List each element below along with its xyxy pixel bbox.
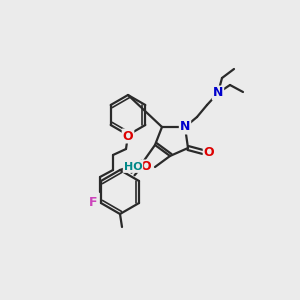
Text: N: N [213,86,223,100]
Text: O: O [204,146,214,158]
Text: F: F [89,196,97,209]
Text: O: O [141,160,151,173]
Text: O: O [123,130,133,142]
Text: N: N [180,121,190,134]
Text: HO: HO [124,162,142,172]
